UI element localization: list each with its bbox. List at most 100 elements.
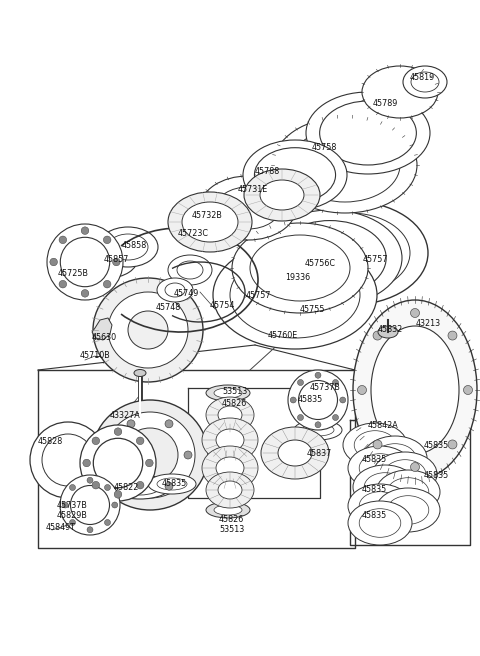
Ellipse shape [47,224,123,300]
Circle shape [464,386,472,394]
Ellipse shape [348,484,412,528]
Ellipse shape [232,223,368,313]
Circle shape [103,280,111,288]
Ellipse shape [120,479,160,495]
Ellipse shape [206,385,250,401]
Circle shape [340,397,346,403]
Circle shape [184,451,192,459]
Circle shape [83,459,90,467]
Ellipse shape [376,488,440,532]
Ellipse shape [302,424,334,436]
Circle shape [92,437,100,445]
Circle shape [114,428,122,436]
Circle shape [103,236,111,243]
Text: 45710B: 45710B [80,352,111,361]
Text: 45788: 45788 [255,167,280,176]
Ellipse shape [378,326,398,338]
Ellipse shape [60,475,120,535]
Circle shape [112,502,118,508]
Ellipse shape [93,438,143,487]
Ellipse shape [273,117,417,213]
Circle shape [448,331,457,340]
Text: 45725B: 45725B [58,270,89,279]
Ellipse shape [108,234,148,260]
Circle shape [145,459,153,467]
Text: 45826: 45826 [219,516,244,525]
Ellipse shape [278,440,312,466]
Ellipse shape [374,443,416,472]
Ellipse shape [384,460,426,488]
Ellipse shape [260,180,304,210]
Ellipse shape [359,508,401,537]
Ellipse shape [214,388,242,398]
Ellipse shape [288,370,348,430]
Ellipse shape [165,283,185,297]
Ellipse shape [258,210,402,306]
Ellipse shape [98,227,158,267]
Ellipse shape [216,187,280,229]
Ellipse shape [299,380,337,419]
Circle shape [373,331,382,340]
Text: 45789: 45789 [373,98,398,108]
Text: 45835: 45835 [362,455,387,464]
Text: 45835: 45835 [424,440,449,449]
Ellipse shape [353,300,477,480]
Text: 45749: 45749 [174,289,199,298]
Ellipse shape [387,496,429,524]
Text: 45858: 45858 [122,241,147,249]
Circle shape [136,482,144,489]
Circle shape [448,440,457,449]
Text: 45842A: 45842A [368,420,399,430]
Circle shape [114,491,122,498]
Ellipse shape [206,502,250,518]
Ellipse shape [254,148,336,202]
Text: 45630: 45630 [92,333,117,342]
Text: 45731E: 45731E [238,186,268,194]
Text: 43327A: 43327A [110,411,141,419]
Ellipse shape [216,457,244,479]
Ellipse shape [206,472,254,508]
Ellipse shape [348,446,412,490]
Circle shape [315,422,321,428]
Circle shape [105,520,110,525]
Ellipse shape [88,245,128,271]
Circle shape [410,462,420,472]
Ellipse shape [411,72,439,92]
Ellipse shape [157,478,187,490]
Ellipse shape [272,201,428,305]
Ellipse shape [202,446,258,490]
Text: 45828: 45828 [38,438,63,447]
Text: 45758: 45758 [312,142,337,152]
Ellipse shape [148,474,196,494]
Ellipse shape [274,220,386,295]
Ellipse shape [320,101,416,165]
Circle shape [59,236,67,243]
Text: 45837: 45837 [307,449,332,459]
Ellipse shape [218,406,242,424]
Ellipse shape [290,128,400,202]
Ellipse shape [134,369,146,377]
Text: 45829B: 45829B [57,512,88,520]
Text: 45832: 45832 [378,325,403,335]
Ellipse shape [261,427,329,479]
Ellipse shape [216,429,244,451]
Text: 45737B: 45737B [310,384,341,392]
Ellipse shape [110,475,170,499]
Text: 45755: 45755 [300,306,325,314]
Circle shape [298,415,303,420]
Circle shape [127,420,135,428]
Ellipse shape [387,478,429,506]
Circle shape [87,527,93,533]
Circle shape [108,451,116,459]
Polygon shape [92,318,112,340]
Ellipse shape [42,434,94,486]
Text: 45737B: 45737B [57,501,88,510]
Ellipse shape [243,140,347,210]
Ellipse shape [157,278,193,302]
Text: 45732B: 45732B [192,211,223,220]
Circle shape [358,386,367,394]
Ellipse shape [218,481,242,499]
Ellipse shape [105,412,195,498]
Text: 45857: 45857 [104,255,130,264]
Ellipse shape [403,66,447,98]
